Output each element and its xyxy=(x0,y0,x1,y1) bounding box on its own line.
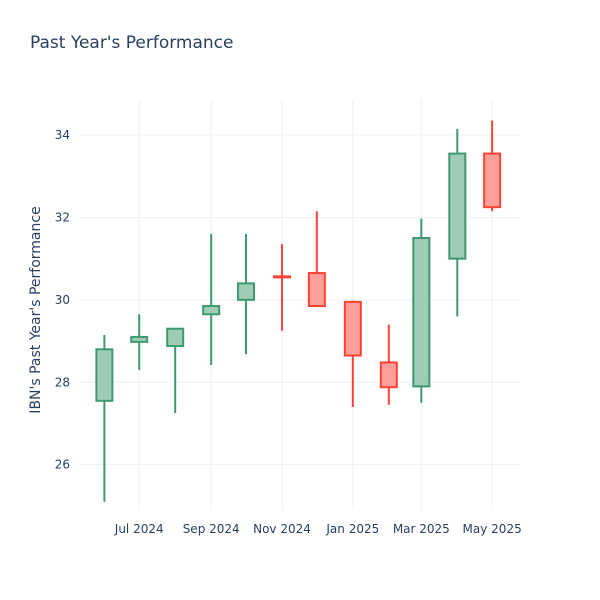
candle-decreasing xyxy=(379,324,398,405)
candle-decreasing xyxy=(343,300,362,407)
x-tick-label: Sep 2024 xyxy=(183,522,240,536)
candle-body xyxy=(273,275,292,279)
candle-body xyxy=(307,272,326,308)
candle-body xyxy=(343,300,362,357)
candle-body xyxy=(95,348,114,402)
candle-body xyxy=(448,152,467,260)
candle-decreasing xyxy=(307,211,326,308)
y-axis-title: IBN's Past Year's Performance xyxy=(28,206,44,413)
x-tick-label: Nov 2024 xyxy=(253,522,311,536)
x-tick-label: Jan 2025 xyxy=(325,522,379,536)
candle-increasing xyxy=(202,233,221,365)
candle-decreasing xyxy=(483,120,502,212)
candle-body xyxy=(412,237,431,388)
candle-body xyxy=(130,335,149,343)
y-tick-label: 26 xyxy=(55,458,70,472)
candle-increasing xyxy=(237,233,256,355)
axis-layer: 26 28 30 32 34 Jul 2024 Sep 2024 Nov 2024 Jan 20… xyxy=(55,128,522,536)
x-tick-label: Jul 2024 xyxy=(114,522,164,536)
y-tick-label: 34 xyxy=(55,128,70,142)
y-tick-label: 30 xyxy=(55,293,70,307)
chart-title: Past Year's Performance xyxy=(30,33,234,53)
y-tick-label: 32 xyxy=(55,210,70,224)
candle-increasing xyxy=(95,334,114,502)
candle-layer xyxy=(95,120,502,502)
x-tick-label: Mar 2025 xyxy=(393,522,450,536)
candle-increasing xyxy=(412,218,431,403)
candle-increasing xyxy=(166,327,185,414)
candle-body xyxy=(483,152,502,209)
candle-body xyxy=(166,327,185,348)
x-tick-label: May 2025 xyxy=(463,522,522,536)
candle-body xyxy=(202,305,221,316)
y-tick-label: 28 xyxy=(55,375,70,389)
candle-increasing xyxy=(130,314,149,370)
candle-body xyxy=(237,282,256,301)
candle-body xyxy=(379,361,398,389)
candle-decreasing xyxy=(273,244,292,331)
candle-increasing xyxy=(448,128,467,317)
